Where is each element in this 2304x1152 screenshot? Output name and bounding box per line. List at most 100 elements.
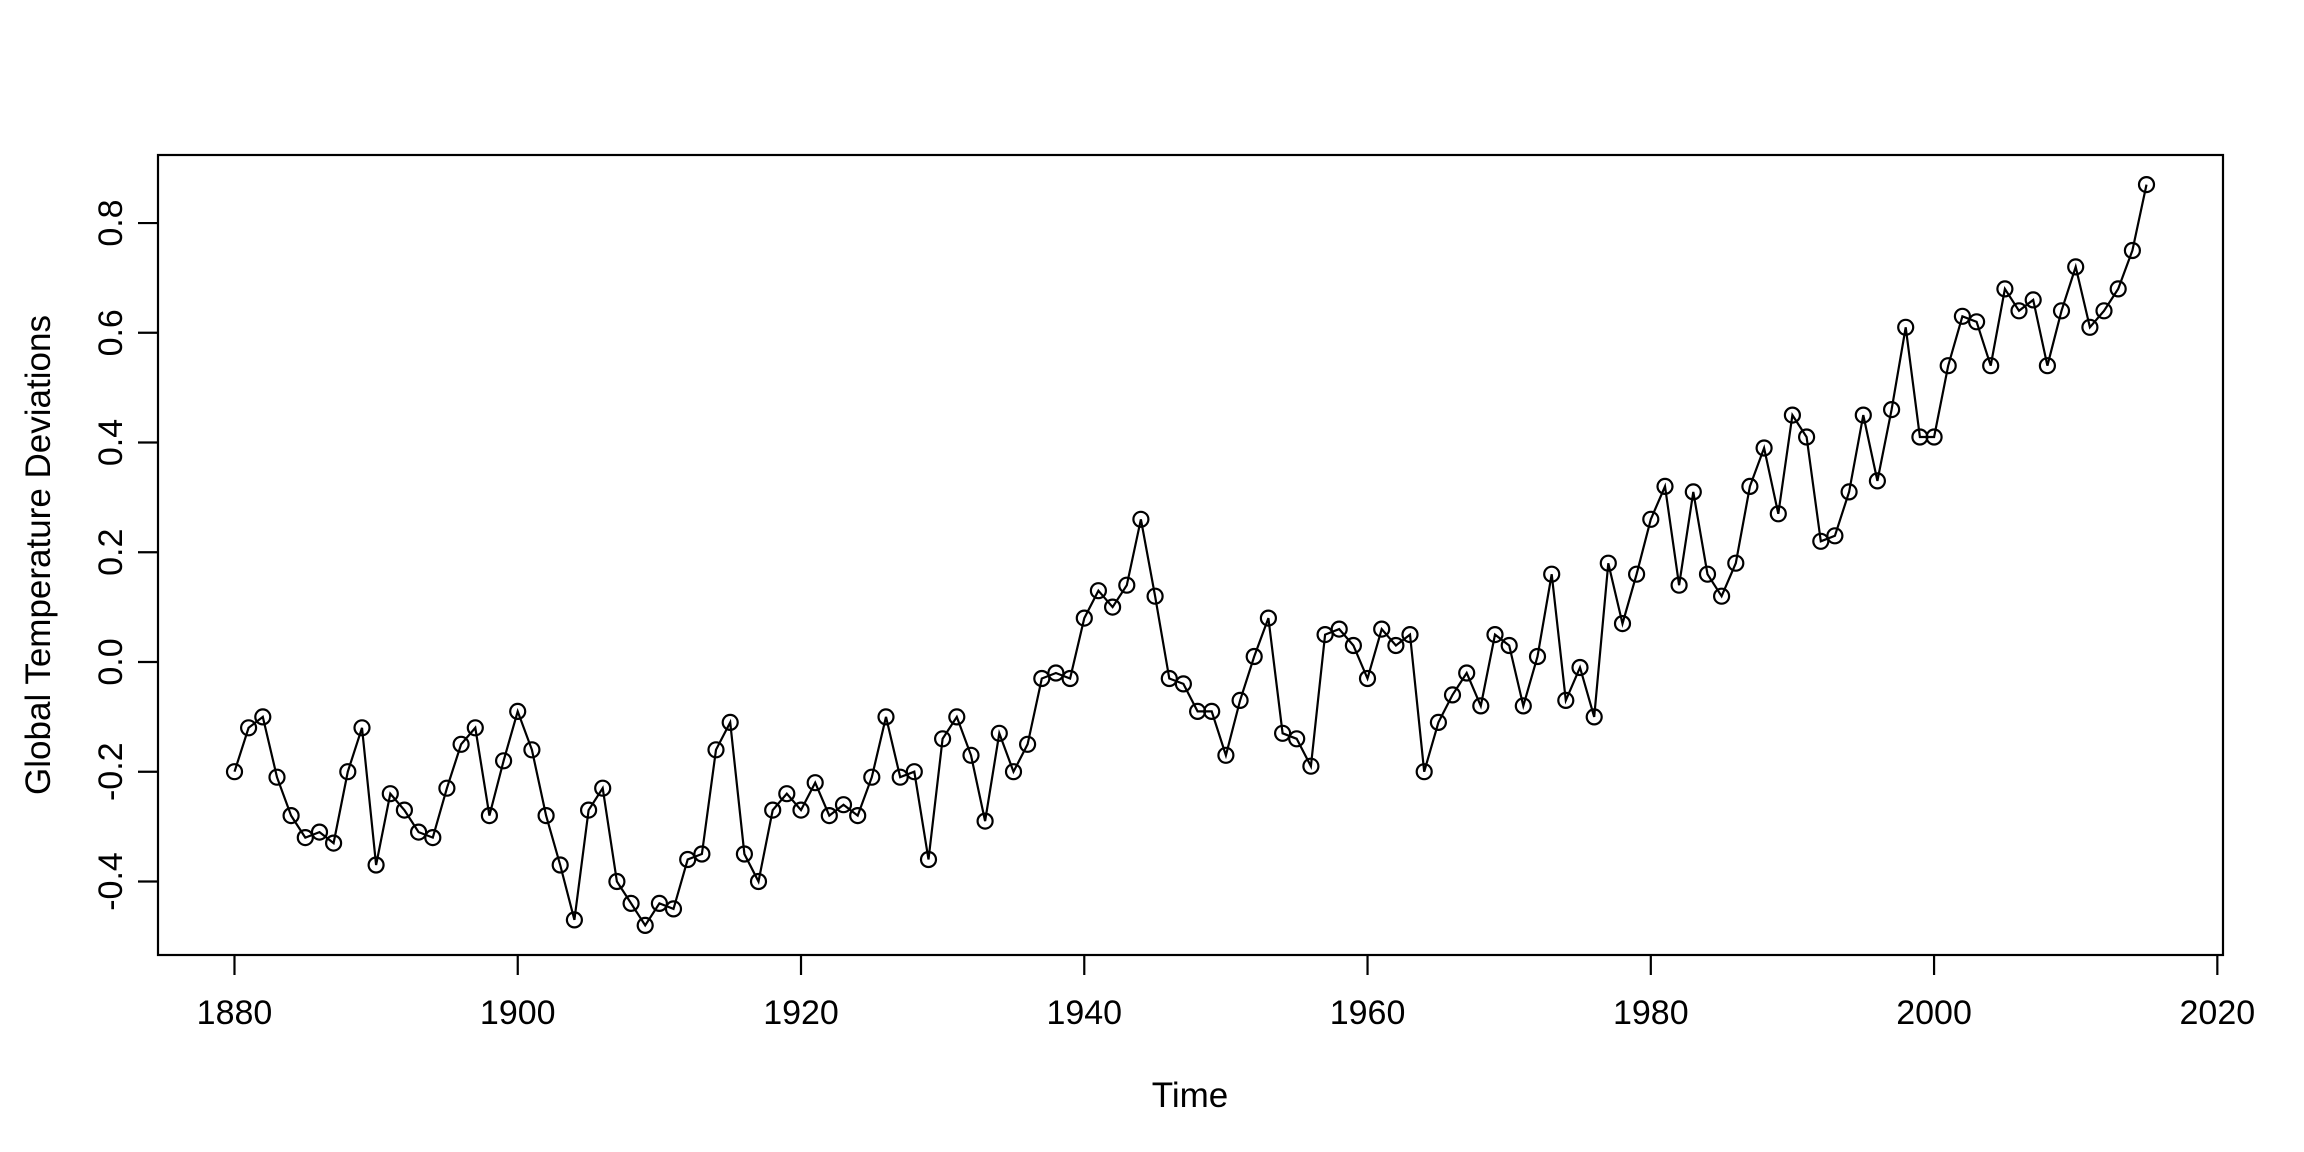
data-point-marker: [679, 850, 697, 869]
x-axis-tick-labels: 1880 1900 1920 1940 1960 1980 2000 2020: [197, 994, 2255, 1032]
data-point-marker: [962, 746, 980, 764]
data-point-marker: [268, 768, 286, 786]
data-point-marker: [622, 894, 640, 913]
y-tick-label: 0.4: [92, 419, 130, 466]
data-point-marker: [1174, 675, 1193, 693]
data-point-marker: [2038, 357, 2057, 375]
x-tick-label: 1920: [763, 994, 839, 1032]
data-point-marker: [1358, 669, 1377, 688]
data-point-marker: [1146, 587, 1164, 605]
data-point-marker: [1571, 658, 1589, 677]
data-point-marker: [2024, 291, 2042, 309]
data-point-marker: [1103, 598, 1122, 616]
x-axis: 1880 1900 1920 1940 1960 1980 2000 2020 Time: [197, 955, 2255, 1115]
data-point-marker: [1585, 708, 1603, 726]
data-point-marker: [1288, 730, 1306, 748]
x-tick-label: 1880: [197, 994, 273, 1032]
data-point-marker: [1047, 664, 1065, 682]
data-point-marker: [806, 774, 824, 792]
data-point-marker: [579, 801, 598, 819]
data-point-marker: [792, 801, 810, 819]
data-point-marker: [1203, 702, 1221, 721]
data-point-marker: [1061, 669, 1079, 688]
data-point-marker: [1642, 510, 1660, 528]
data-point-marker: [1330, 620, 1348, 638]
x-tick-label: 1980: [1613, 994, 1689, 1032]
data-point-marker: [1868, 472, 1887, 490]
data-point-marker: [1543, 565, 1561, 583]
data-point-marker: [1882, 401, 1901, 419]
data-point-marker: [2109, 280, 2127, 298]
data-point-marker: [1783, 406, 1802, 424]
data-point-marker: [1018, 735, 1037, 753]
data-point-marker: [764, 801, 782, 819]
data-point-marker: [1599, 554, 1617, 572]
data-point-marker: [749, 872, 768, 891]
data-point-marker: [466, 719, 484, 737]
data-point-marker: [1217, 746, 1235, 764]
data-point-marker: [820, 806, 838, 825]
data-point-marker: [1132, 510, 1150, 528]
y-tick-label: 0.0: [92, 638, 130, 685]
data-point-marker: [1089, 582, 1108, 600]
data-point-marker: [1840, 483, 1858, 501]
data-point-marker: [480, 806, 498, 825]
data-point-marker: [1613, 614, 1632, 633]
data-point-marker: [2081, 318, 2099, 336]
data-point-marker: [1401, 625, 1419, 644]
data-point-marker: [537, 806, 555, 825]
data-point-marker: [905, 763, 923, 781]
data-point-marker: [2010, 302, 2028, 320]
data-point-marker: [693, 845, 711, 863]
data-point-marker: [565, 911, 584, 929]
data-point-marker: [834, 796, 853, 814]
data-point-marker: [1500, 636, 1518, 655]
data-point-marker: [240, 719, 258, 737]
y-axis-ticks: [138, 221, 158, 883]
data-point-marker: [721, 713, 739, 732]
data-point-marker: [523, 741, 541, 759]
data-point-marker: [1443, 686, 1462, 704]
data-point-marker: [594, 779, 612, 797]
x-axis-ticks: [233, 955, 2219, 975]
x-tick-label: 1900: [480, 994, 556, 1032]
data-point-marker: [1429, 713, 1448, 732]
data-point-marker: [2137, 176, 2156, 194]
data-point-marker: [1514, 697, 1532, 715]
y-axis: -0.4 -0.2 0.0 0.2 0.4 0.6 0.8 Global Temperatu…: [19, 199, 158, 911]
data-point-marker: [1075, 609, 1093, 627]
data-point-marker: [919, 850, 938, 869]
data-point-marker: [2123, 241, 2141, 260]
x-tick-label: 1940: [1046, 994, 1122, 1032]
data-point-marker: [1259, 609, 1278, 627]
data-point-marker: [1741, 477, 1759, 495]
data-point-marker: [2095, 302, 2113, 320]
data-point-marker: [1118, 576, 1136, 594]
data-point-marker: [1925, 428, 1943, 446]
data-point-marker: [1854, 406, 1872, 424]
data-point-marker: [608, 872, 626, 891]
data-point-marker: [1826, 527, 1844, 545]
plot-border: [156, 153, 2225, 957]
data-point-marker: [2067, 258, 2085, 276]
data-point-marker: [395, 801, 413, 819]
data-point-marker: [339, 763, 357, 781]
data-point-marker: [664, 900, 683, 918]
data-point-marker: [707, 741, 725, 759]
data-point-marker: [877, 708, 895, 726]
y-tick-label: 0.6: [92, 309, 130, 356]
data-point-marker: [509, 702, 527, 721]
data-point-marker: [1245, 647, 1263, 666]
data-point-marker: [424, 828, 442, 847]
data-point-marker: [1528, 647, 1547, 666]
data-point-marker: [551, 856, 569, 874]
data-point-marker: [310, 823, 329, 841]
data-point-marker: [1897, 318, 1915, 336]
data-point-marker: [735, 845, 754, 863]
data-point-marker: [976, 812, 994, 830]
data-point-marker: [1557, 691, 1575, 710]
data-point-marker: [1627, 565, 1646, 583]
y-tick-label: 0.8: [92, 199, 130, 246]
y-tick-label: -0.4: [92, 852, 130, 911]
